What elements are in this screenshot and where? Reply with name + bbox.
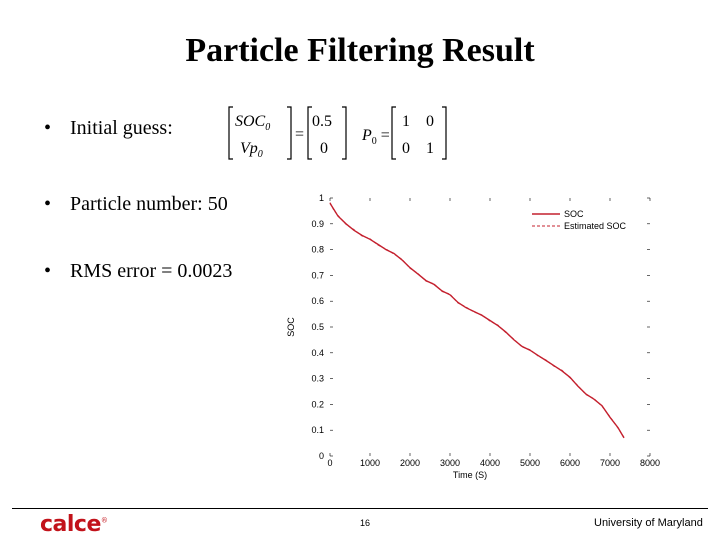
legend-box — [528, 204, 646, 234]
bullet-text: RMS error = 0.0023 — [70, 260, 233, 282]
y-tick-label: 0.9 — [311, 219, 324, 229]
bullet-rms-error: • RMS error = 0.0023 — [44, 260, 233, 282]
cov-12: 0 — [426, 113, 434, 130]
cov-22: 1 — [426, 140, 434, 157]
initial-guess-equation: SOC0 Vp0 = 0.5 0 P0 = 1 0 0 1 — [228, 106, 447, 160]
x-tick-label: 5000 — [520, 458, 540, 468]
series-line-estimated-soc — [329, 202, 625, 438]
x-tick-label: 0 — [327, 458, 332, 468]
state-vp: Vp0 — [240, 140, 263, 160]
y-tick-label: 0.7 — [311, 270, 324, 280]
y-tick-label: 0.5 — [311, 322, 324, 332]
y-axis-label: SOC — [286, 317, 296, 337]
calce-logo: calce® — [40, 512, 108, 537]
covariance-symbol: P0 = — [361, 127, 390, 147]
bullet-text: Particle number: 50 — [70, 193, 228, 215]
x-tick-label: 3000 — [440, 458, 460, 468]
y-tick-label: 0.6 — [311, 296, 324, 306]
x-tick-label: 4000 — [480, 458, 500, 468]
initial-soc-value: 0.5 — [312, 113, 332, 130]
soc-chart: 0 1000 2000 3000 4000 5000 6000 7000 8000 0 0.1 0.2… — [286, 193, 660, 480]
x-tick-label: 2000 — [400, 458, 420, 468]
y-tick-label: 0.1 — [311, 425, 324, 435]
state-soc: SOC0 — [235, 113, 270, 133]
y-tick-label: 0.4 — [311, 348, 324, 358]
bullet-particle-number: • Particle number: 50 — [44, 193, 228, 215]
svg-text:=: = — [295, 126, 304, 143]
footer-divider — [12, 508, 708, 509]
x-tick-label: 6000 — [560, 458, 580, 468]
y-tick-label: 0.3 — [311, 374, 324, 384]
bullet-initial-guess: • Initial guess: — [44, 117, 173, 139]
x-tick-label: 1000 — [360, 458, 380, 468]
y-tick-label: 0.8 — [311, 245, 324, 255]
cov-11: 1 — [402, 113, 410, 130]
y-tick-label: 0.2 — [311, 399, 324, 409]
x-axis-label: Time (S) — [453, 470, 487, 480]
series-line-soc — [329, 202, 625, 439]
slide-title: Particle Filtering Result — [185, 32, 535, 69]
chart-legend: SOC Estimated SOC — [528, 204, 646, 234]
page-number: 16 — [360, 518, 371, 528]
legend-label: SOC — [564, 209, 584, 219]
bullet-text: Initial guess: — [70, 117, 173, 139]
institution-name: University of Maryland — [594, 517, 703, 529]
y-tick-label: 1 — [319, 193, 324, 203]
initial-vp-value: 0 — [320, 140, 328, 157]
x-tick-label: 8000 — [640, 458, 660, 468]
x-tick-label: 7000 — [600, 458, 620, 468]
cov-21: 0 — [402, 140, 410, 157]
legend-label: Estimated SOC — [564, 221, 627, 231]
y-tick-label: 0 — [319, 451, 324, 461]
